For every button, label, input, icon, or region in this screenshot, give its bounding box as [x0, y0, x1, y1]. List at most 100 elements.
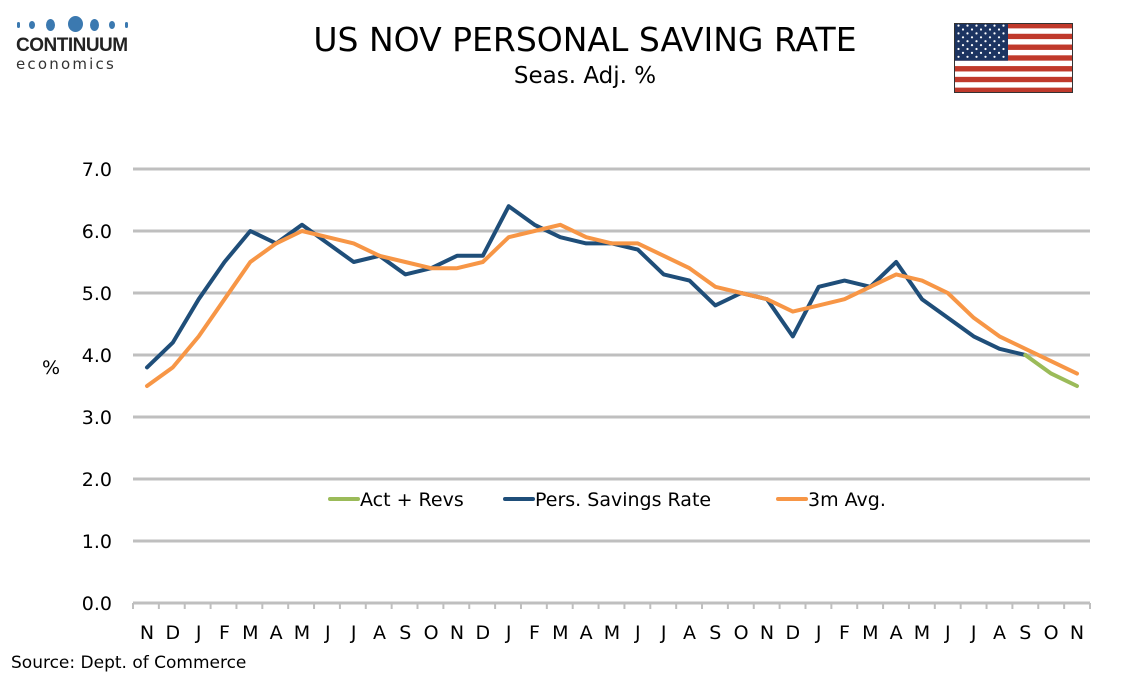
x-tick-label: A	[890, 622, 903, 644]
x-tick-label: O	[1044, 622, 1059, 644]
data-point	[558, 223, 562, 227]
data-point	[765, 297, 769, 301]
data-point	[533, 223, 537, 227]
x-tick-label: D	[476, 622, 491, 644]
x-tick-label: S	[399, 622, 411, 644]
series-line-pers-savings-rate	[145, 204, 1028, 370]
y-tick-label: 2.0	[82, 469, 112, 491]
legend-item: 3m Avg.	[776, 489, 886, 511]
y-tick-label: 5.0	[82, 283, 112, 305]
data-point	[972, 334, 976, 338]
data-point	[352, 260, 356, 264]
data-point	[972, 316, 976, 320]
x-tick-label: M	[862, 622, 878, 644]
x-tick-label: S	[1019, 622, 1031, 644]
x-tick-label: F	[529, 622, 540, 644]
data-point	[378, 254, 382, 258]
x-tick-label: F	[839, 622, 850, 644]
x-tick-label: N	[760, 622, 774, 644]
logo-name: CONTINUUM	[16, 35, 128, 56]
y-tick-label: 7.0	[82, 159, 112, 181]
data-point	[662, 272, 666, 276]
data-point	[843, 279, 847, 283]
data-point	[352, 241, 356, 245]
data-point	[1049, 372, 1053, 376]
x-tick-label: F	[219, 622, 230, 644]
x-tick-label: D	[786, 622, 801, 644]
data-point	[274, 241, 278, 245]
data-point	[946, 291, 950, 295]
x-tick-label: J	[350, 622, 357, 644]
data-point	[868, 285, 872, 289]
data-point	[455, 266, 459, 270]
data-point	[403, 260, 407, 264]
data-point	[894, 272, 898, 276]
x-tick-label: M	[294, 622, 310, 644]
data-point	[326, 235, 330, 239]
data-point	[507, 235, 511, 239]
y-tick-label: 3.0	[82, 407, 112, 429]
data-point	[1075, 372, 1079, 376]
data-point	[739, 291, 743, 295]
grid-lines	[133, 167, 1090, 543]
data-point	[610, 241, 614, 245]
x-tick-label: A	[580, 622, 593, 644]
data-point	[248, 260, 252, 264]
data-point	[248, 229, 252, 233]
x-tick-label: J	[505, 622, 512, 644]
x-tick-label: D	[166, 622, 181, 644]
series-line-act-revs	[1023, 353, 1079, 388]
x-tick-label: J	[944, 622, 951, 644]
data-point	[946, 316, 950, 320]
legend-label: 3m Avg.	[808, 489, 886, 511]
data-point	[713, 285, 717, 289]
data-point	[300, 223, 304, 227]
y-tick-label: 1.0	[82, 531, 112, 553]
data-point	[920, 297, 924, 301]
data-point	[223, 260, 227, 264]
data-point	[1023, 353, 1027, 357]
data-point	[300, 229, 304, 233]
logo-dots-icon	[16, 14, 134, 36]
data-point	[713, 303, 717, 307]
data-point	[326, 241, 330, 245]
x-tick-label: N	[1070, 622, 1084, 644]
x-tick-label: S	[709, 622, 721, 644]
data-point	[817, 285, 821, 289]
source-note: Source: Dept. of Commerce	[11, 653, 247, 673]
series-line-3m-avg	[145, 222, 1079, 388]
y-axis-tick-labels: 0.0 1.0 2.0 3.0 4.0 5.0 6.0 7.0	[82, 159, 112, 615]
data-point	[688, 279, 692, 283]
data-point	[998, 347, 1002, 351]
x-tick-label: J	[324, 622, 331, 644]
x-tick-label: M	[552, 622, 568, 644]
data-point	[171, 365, 175, 369]
x-axis	[132, 601, 1091, 609]
x-tick-label: A	[270, 622, 283, 644]
data-point	[791, 334, 795, 338]
data-point	[145, 384, 149, 388]
data-point	[481, 260, 485, 264]
x-tick-label: J	[660, 622, 667, 644]
x-tick-label: M	[604, 622, 620, 644]
data-point	[636, 248, 640, 252]
data-point	[894, 260, 898, 264]
company-logo: CONTINUUM economics	[16, 14, 134, 72]
data-point	[145, 365, 149, 369]
data-point	[455, 254, 459, 258]
data-point	[584, 235, 588, 239]
data-point	[843, 297, 847, 301]
logo-subtitle: economics	[16, 55, 116, 73]
data-point	[584, 241, 588, 245]
data-point	[197, 297, 201, 301]
data-point	[688, 266, 692, 270]
x-tick-label: M	[914, 622, 930, 644]
series-lines	[145, 204, 1079, 388]
data-point	[197, 334, 201, 338]
data-point	[920, 279, 924, 283]
x-tick-label: N	[450, 622, 464, 644]
x-tick-label: A	[373, 622, 386, 644]
data-point	[507, 204, 511, 208]
